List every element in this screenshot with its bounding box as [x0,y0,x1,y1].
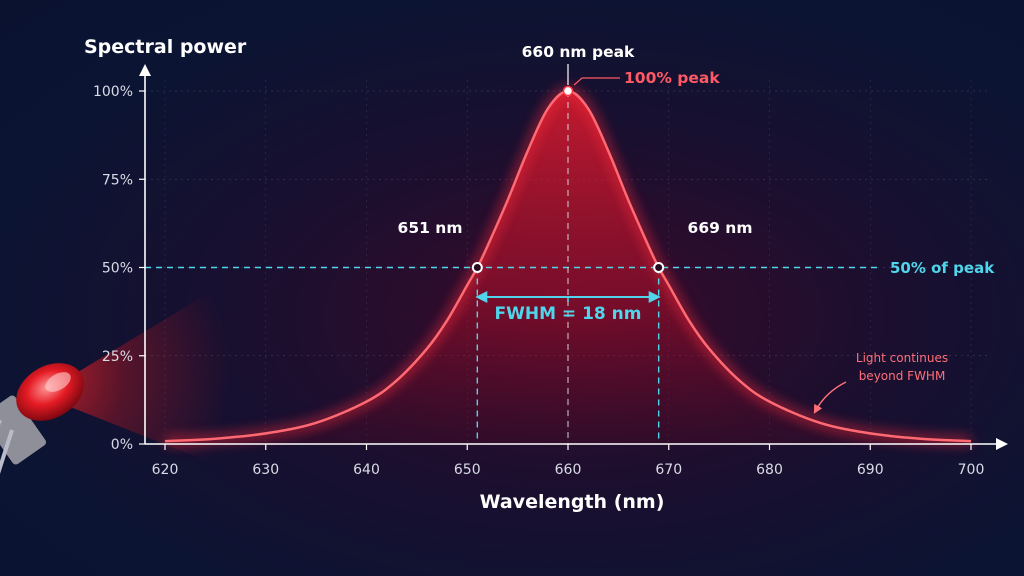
x-tick-label-1: 630 [252,462,279,478]
curve-markers [471,85,665,273]
peak-annotation: 100% peak [624,69,720,87]
peak-point [562,85,574,97]
tail-note-line-2: beyond FWHM [859,369,946,383]
fwhm-point-1 [653,262,665,273]
x-tick-label-5: 670 [655,462,682,478]
y-tick-label-2: 50% [102,261,133,277]
fwhm-point-0 [471,262,483,273]
x-tick-label-8: 700 [958,462,985,478]
x-tick-label-4: 660 [555,462,582,478]
red-led-icon [0,280,230,475]
fwhm-label: FWHM = 18 nm [495,304,642,324]
x-tick-label-7: 690 [857,462,884,478]
y-tick-label-4: 100% [93,84,133,100]
y-axis-arrow [139,64,151,76]
y-axis-title: Spectral power [84,36,247,58]
peak-label: 660 nm peak [522,43,635,61]
x-axis-title: Wavelength (nm) [480,491,665,513]
half-max-label: 50% of peak [890,259,995,277]
fwhm-right-label: 669 nm [688,219,753,237]
x-tick-label-3: 650 [454,462,481,478]
peak-annotation-leader [573,77,620,86]
y-tick-label-1: 25% [102,349,133,365]
guide-lines [145,64,880,444]
tick-labels: 0% 25% 50% 75% 100% 620 630 640 650 660 670 680 690 7… [93,84,984,478]
fwhm-left-label: 651 nm [398,219,463,237]
y-tick-label-3: 75% [102,172,133,188]
tail-note-arrow [813,381,847,414]
y-tick-label-0: 0% [111,437,133,453]
x-tick-label-0: 620 [152,462,179,478]
x-tick-label-2: 640 [353,462,380,478]
tail-note-line-1: Light continues [856,351,948,365]
axes [139,64,1008,450]
x-tick-label-6: 680 [756,462,783,478]
x-axis-arrow [996,438,1008,450]
